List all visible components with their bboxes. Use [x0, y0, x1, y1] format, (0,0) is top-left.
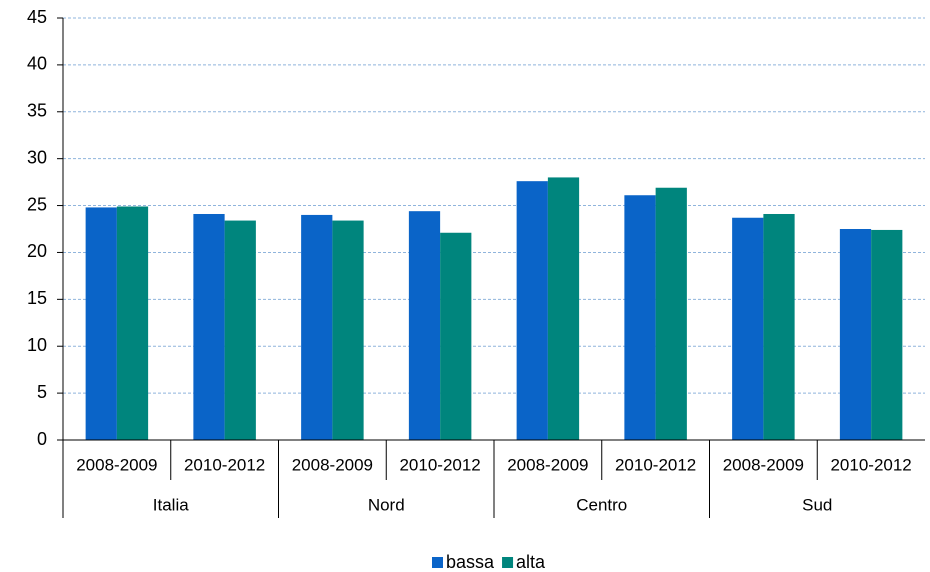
bar — [732, 217, 764, 440]
y-tick-label: 40 — [27, 54, 47, 74]
y-tick-label: 0 — [37, 429, 47, 449]
bar — [193, 213, 225, 440]
legend-swatch — [502, 557, 514, 568]
legend-label: bassa — [446, 552, 495, 572]
bar — [624, 195, 656, 440]
bar — [440, 232, 472, 440]
bar — [839, 229, 872, 440]
x-tick-label: 2008-2009 — [292, 455, 373, 474]
bar — [408, 211, 441, 440]
bar — [655, 187, 687, 440]
bar — [763, 213, 795, 440]
x-tick-label: 2008-2009 — [723, 455, 804, 474]
legend-swatch — [432, 557, 443, 568]
x-tick-label: 2008-2009 — [76, 455, 157, 474]
y-tick-label: 25 — [27, 194, 47, 214]
bar — [116, 206, 149, 440]
x-tick-label: 2008-2009 — [507, 455, 588, 474]
y-tick-label: 30 — [27, 147, 47, 167]
bar — [85, 207, 117, 440]
y-tick-label: 35 — [27, 101, 47, 121]
bar — [516, 181, 548, 440]
group-label: Italia — [153, 495, 189, 514]
y-tick-label: 5 — [37, 382, 47, 402]
x-tick-label: 2010-2012 — [399, 455, 480, 474]
bar — [224, 220, 256, 440]
group-label: Sud — [802, 495, 832, 514]
bar — [301, 214, 333, 440]
group-label: Nord — [368, 495, 405, 514]
x-tick-label: 2010-2012 — [184, 455, 265, 474]
x-tick-label: 2010-2012 — [615, 455, 696, 474]
group-label: Centro — [576, 495, 627, 514]
y-tick-label: 10 — [27, 335, 47, 355]
bar — [332, 220, 364, 440]
bar — [871, 229, 903, 440]
legend-label: alta — [516, 552, 546, 572]
y-tick-label: 45 — [27, 7, 47, 27]
bar — [547, 177, 580, 440]
y-tick-label: 20 — [27, 241, 47, 261]
y-tick-label: 15 — [27, 288, 47, 308]
x-tick-label: 2010-2012 — [830, 455, 911, 474]
